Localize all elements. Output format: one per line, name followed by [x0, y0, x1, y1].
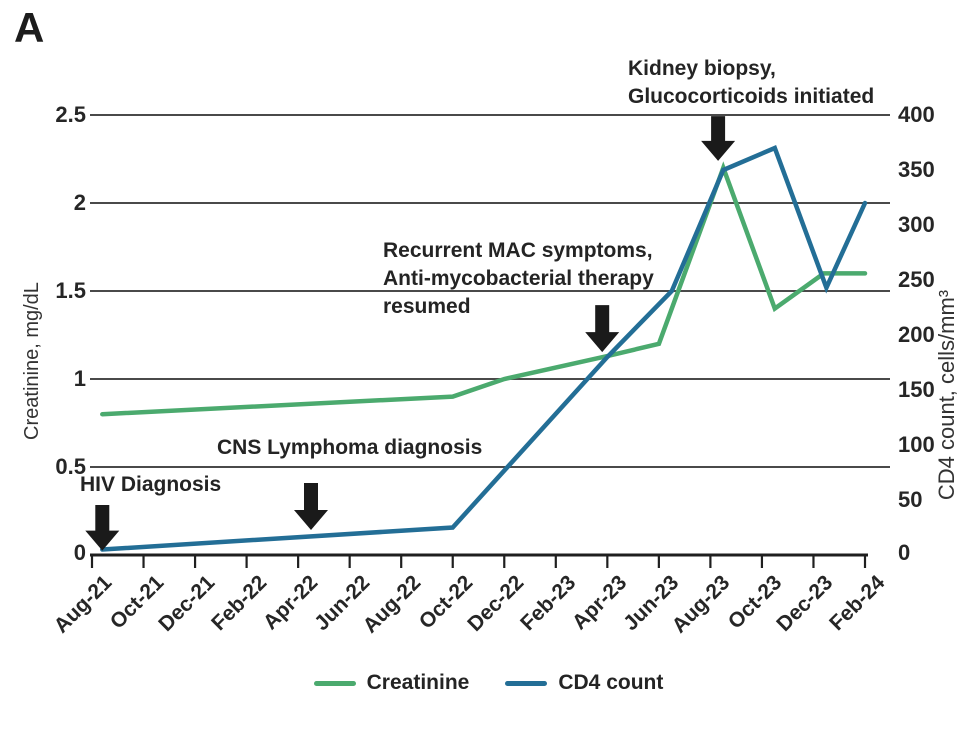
- annotation-text: Anti-mycobacterial therapy: [383, 267, 654, 290]
- y-right-tick-label: 50: [898, 487, 923, 512]
- legend-label-creatinine: Creatinine: [366, 671, 470, 694]
- y-right-tick-label: 400: [898, 102, 935, 127]
- legend-item-cd4: CD4 count: [505, 671, 663, 695]
- annotation-recurrent-mac: Recurrent MAC symptoms, Anti-mycobacteri…: [383, 237, 654, 321]
- annotation-hiv-diagnosis: HIV Diagnosis: [80, 471, 221, 499]
- legend: Creatinine CD4 count: [0, 671, 977, 695]
- legend-label-cd4: CD4 count: [558, 671, 664, 694]
- panel-label: A: [14, 4, 45, 51]
- y-left-tick-label: 0: [73, 540, 86, 565]
- y-left-tick-label: 2.5: [55, 102, 86, 127]
- annotation-cns-lymphoma: CNS Lymphoma diagnosis: [217, 434, 482, 462]
- down-arrow-mac: [585, 305, 620, 353]
- y-left-tick-label: 1.5: [55, 278, 86, 303]
- legend-item-creatinine: Creatinine: [313, 671, 470, 695]
- y-left-tick-label: 0.5: [55, 454, 86, 479]
- y-right-tick-label: 0: [898, 540, 911, 565]
- creatinine-line-swatch: [313, 680, 356, 686]
- down-arrow-hiv: [85, 505, 120, 551]
- down-arrow-cns: [294, 483, 328, 530]
- y-left-tick-label: 1: [73, 366, 86, 391]
- y-right-tick-label: 250: [898, 267, 935, 292]
- cd4-line-swatch: [505, 680, 548, 686]
- annotation-kidney-biopsy: Kidney biopsy, Glucocorticoids initiated: [628, 55, 874, 111]
- annotation-text: Glucocorticoids initiated: [628, 85, 875, 108]
- cd4-line: [100, 145, 868, 552]
- creatinine-line: [100, 161, 868, 417]
- annotation-text: resumed: [383, 295, 471, 318]
- annotation-text: Recurrent MAC symptoms,: [383, 239, 653, 262]
- annotation-text: CNS Lymphoma diagnosis: [217, 436, 483, 459]
- y-right-tick-label: 300: [898, 212, 935, 237]
- y-left-tick-label: 2: [73, 190, 86, 215]
- annotation-text: Kidney biopsy,: [628, 57, 776, 80]
- y-right-axis-title: CD4 count, cells/mm³: [934, 289, 959, 501]
- y-right-tick-label: 100: [898, 432, 935, 457]
- down-arrow-kidney: [701, 116, 736, 161]
- annotation-text: HIV Diagnosis: [80, 473, 222, 496]
- y-right-tick-label: 200: [898, 322, 935, 347]
- y-right-tick-label: 350: [898, 157, 935, 182]
- y-right-tick-label: 150: [898, 377, 935, 402]
